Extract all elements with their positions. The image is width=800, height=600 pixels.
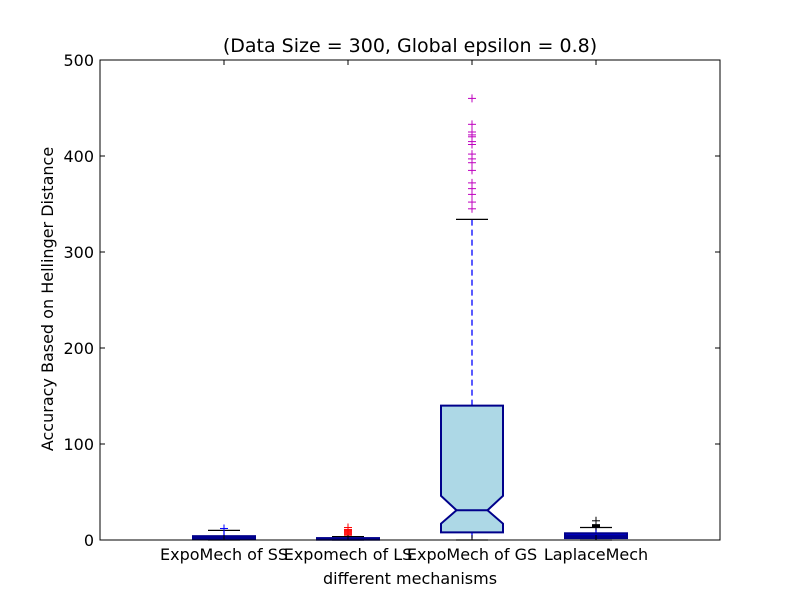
flier-point	[592, 516, 600, 525]
box-group	[440, 94, 504, 541]
flier-point	[468, 120, 476, 129]
plot-marks	[192, 94, 628, 541]
y-tick-label: 400	[63, 147, 94, 166]
y-tick-label: 300	[63, 243, 94, 262]
y-tick-label: 0	[84, 531, 94, 550]
flier-point	[344, 523, 352, 532]
x-tick-label: ExpoMech of SS	[160, 545, 288, 564]
x-tick-label: LaplaceMech	[544, 545, 648, 564]
flier-point	[468, 204, 476, 213]
flier-point	[220, 524, 228, 533]
y-axis: 0 100 200 300 400 500	[63, 51, 720, 550]
box	[440, 404, 504, 534]
x-tick-label: ExpoMech of GS	[407, 545, 537, 564]
plot-frame	[99, 59, 721, 541]
x-tick-label: Expomech of LS	[284, 545, 413, 564]
flier-point	[468, 166, 476, 175]
x-axis-label: different mechanisms	[323, 569, 497, 588]
flier-point	[468, 198, 476, 207]
flier-point	[468, 178, 476, 187]
y-tick-label: 200	[63, 339, 94, 358]
flier-point	[468, 150, 476, 159]
y-axis-label: Accuracy Based on Hellinger Distance	[38, 147, 57, 451]
y-tick-label: 100	[63, 435, 94, 454]
flier-point	[468, 94, 476, 103]
chart-title: (Data Size = 300, Global epsilon = 0.8)	[223, 35, 597, 57]
y-tick-label: 500	[63, 51, 94, 70]
flier-point	[468, 128, 476, 136]
